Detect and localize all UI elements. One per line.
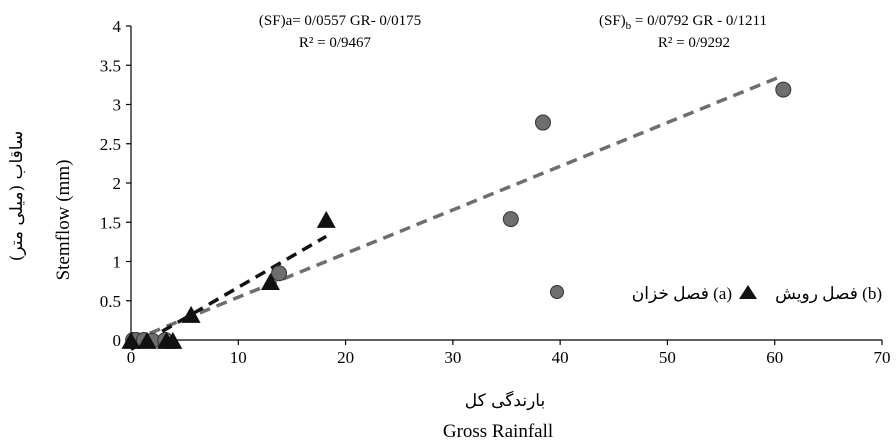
y-tick-label: 0.5 bbox=[100, 292, 121, 311]
data-point-triangle bbox=[316, 210, 336, 228]
y-axis-title: Stemflow (mm) bbox=[53, 160, 74, 281]
equation-b-prefix: (SF) bbox=[599, 13, 626, 29]
y-tick-label: 4 bbox=[113, 17, 122, 36]
x-axis-ticks: 0 10 20 30 40 50 60 70 bbox=[127, 340, 891, 367]
equation-b: (SF)b = 0/0792 GR - 0/1211 bbox=[599, 13, 767, 32]
x-axis-title: Gross Rainfall bbox=[443, 421, 553, 441]
y-axis-ticks: 0 0.5 1 1.5 2 2.5 3 3.5 4 bbox=[100, 17, 131, 350]
trendline-a bbox=[132, 73, 784, 342]
data-point-triangle bbox=[137, 331, 157, 349]
legend: (b) فصل رویش (a) فصل خزان bbox=[550, 284, 882, 304]
axes bbox=[130, 26, 882, 341]
data-point-circle bbox=[502, 211, 519, 228]
x-tick-label: 70 bbox=[874, 348, 891, 367]
data-point-circle bbox=[271, 265, 288, 282]
y-tick-label: 1 bbox=[113, 253, 122, 272]
r2-b: R² = 0/9292 bbox=[658, 35, 730, 51]
x-tick-label: 0 bbox=[127, 348, 136, 367]
equation-b-subscript: b bbox=[626, 20, 632, 32]
x-tick-label: 10 bbox=[230, 348, 247, 367]
r2-a: R² = 0/9467 bbox=[299, 35, 372, 51]
x-tick-label: 50 bbox=[659, 348, 676, 367]
legend-circle-marker bbox=[550, 285, 564, 299]
data-point-triangle bbox=[163, 331, 183, 349]
x-tick-label: 30 bbox=[444, 348, 461, 367]
y-tick-label: 1.5 bbox=[100, 213, 121, 232]
data-point-triangle bbox=[260, 272, 280, 290]
y-tick-label: 2 bbox=[113, 174, 122, 193]
y-tick-label: 2.5 bbox=[100, 135, 121, 154]
data-points bbox=[121, 81, 792, 349]
legend-item-b-label: (b) فصل رویش bbox=[775, 284, 882, 304]
legend-item-a-label: (a) فصل خزان bbox=[632, 284, 732, 304]
legend-triangle-marker bbox=[739, 285, 757, 299]
y-tick-label: 0 bbox=[113, 331, 122, 350]
x-tick-label: 60 bbox=[766, 348, 783, 367]
y-tick-label: 3 bbox=[113, 96, 122, 115]
data-point-circle bbox=[534, 114, 551, 131]
x-tick-label: 40 bbox=[552, 348, 569, 367]
data-point-triangle bbox=[121, 331, 141, 349]
x-axis-title-fa: بارندگی کل bbox=[465, 390, 545, 411]
data-point-circle bbox=[775, 81, 792, 98]
equation-b-suffix: = 0/0792 GR - 0/1211 bbox=[631, 13, 767, 29]
trendline-b bbox=[130, 234, 328, 351]
equation-a: (SF)a= 0/0557 GR- 0/0175 bbox=[259, 13, 421, 29]
y-tick-label: 3.5 bbox=[100, 56, 121, 75]
x-tick-label: 20 bbox=[337, 348, 354, 367]
y-axis-title-fa: ساقاب (میلی متر) bbox=[7, 131, 27, 261]
trendlines bbox=[130, 73, 784, 351]
data-point-triangle bbox=[181, 305, 201, 323]
